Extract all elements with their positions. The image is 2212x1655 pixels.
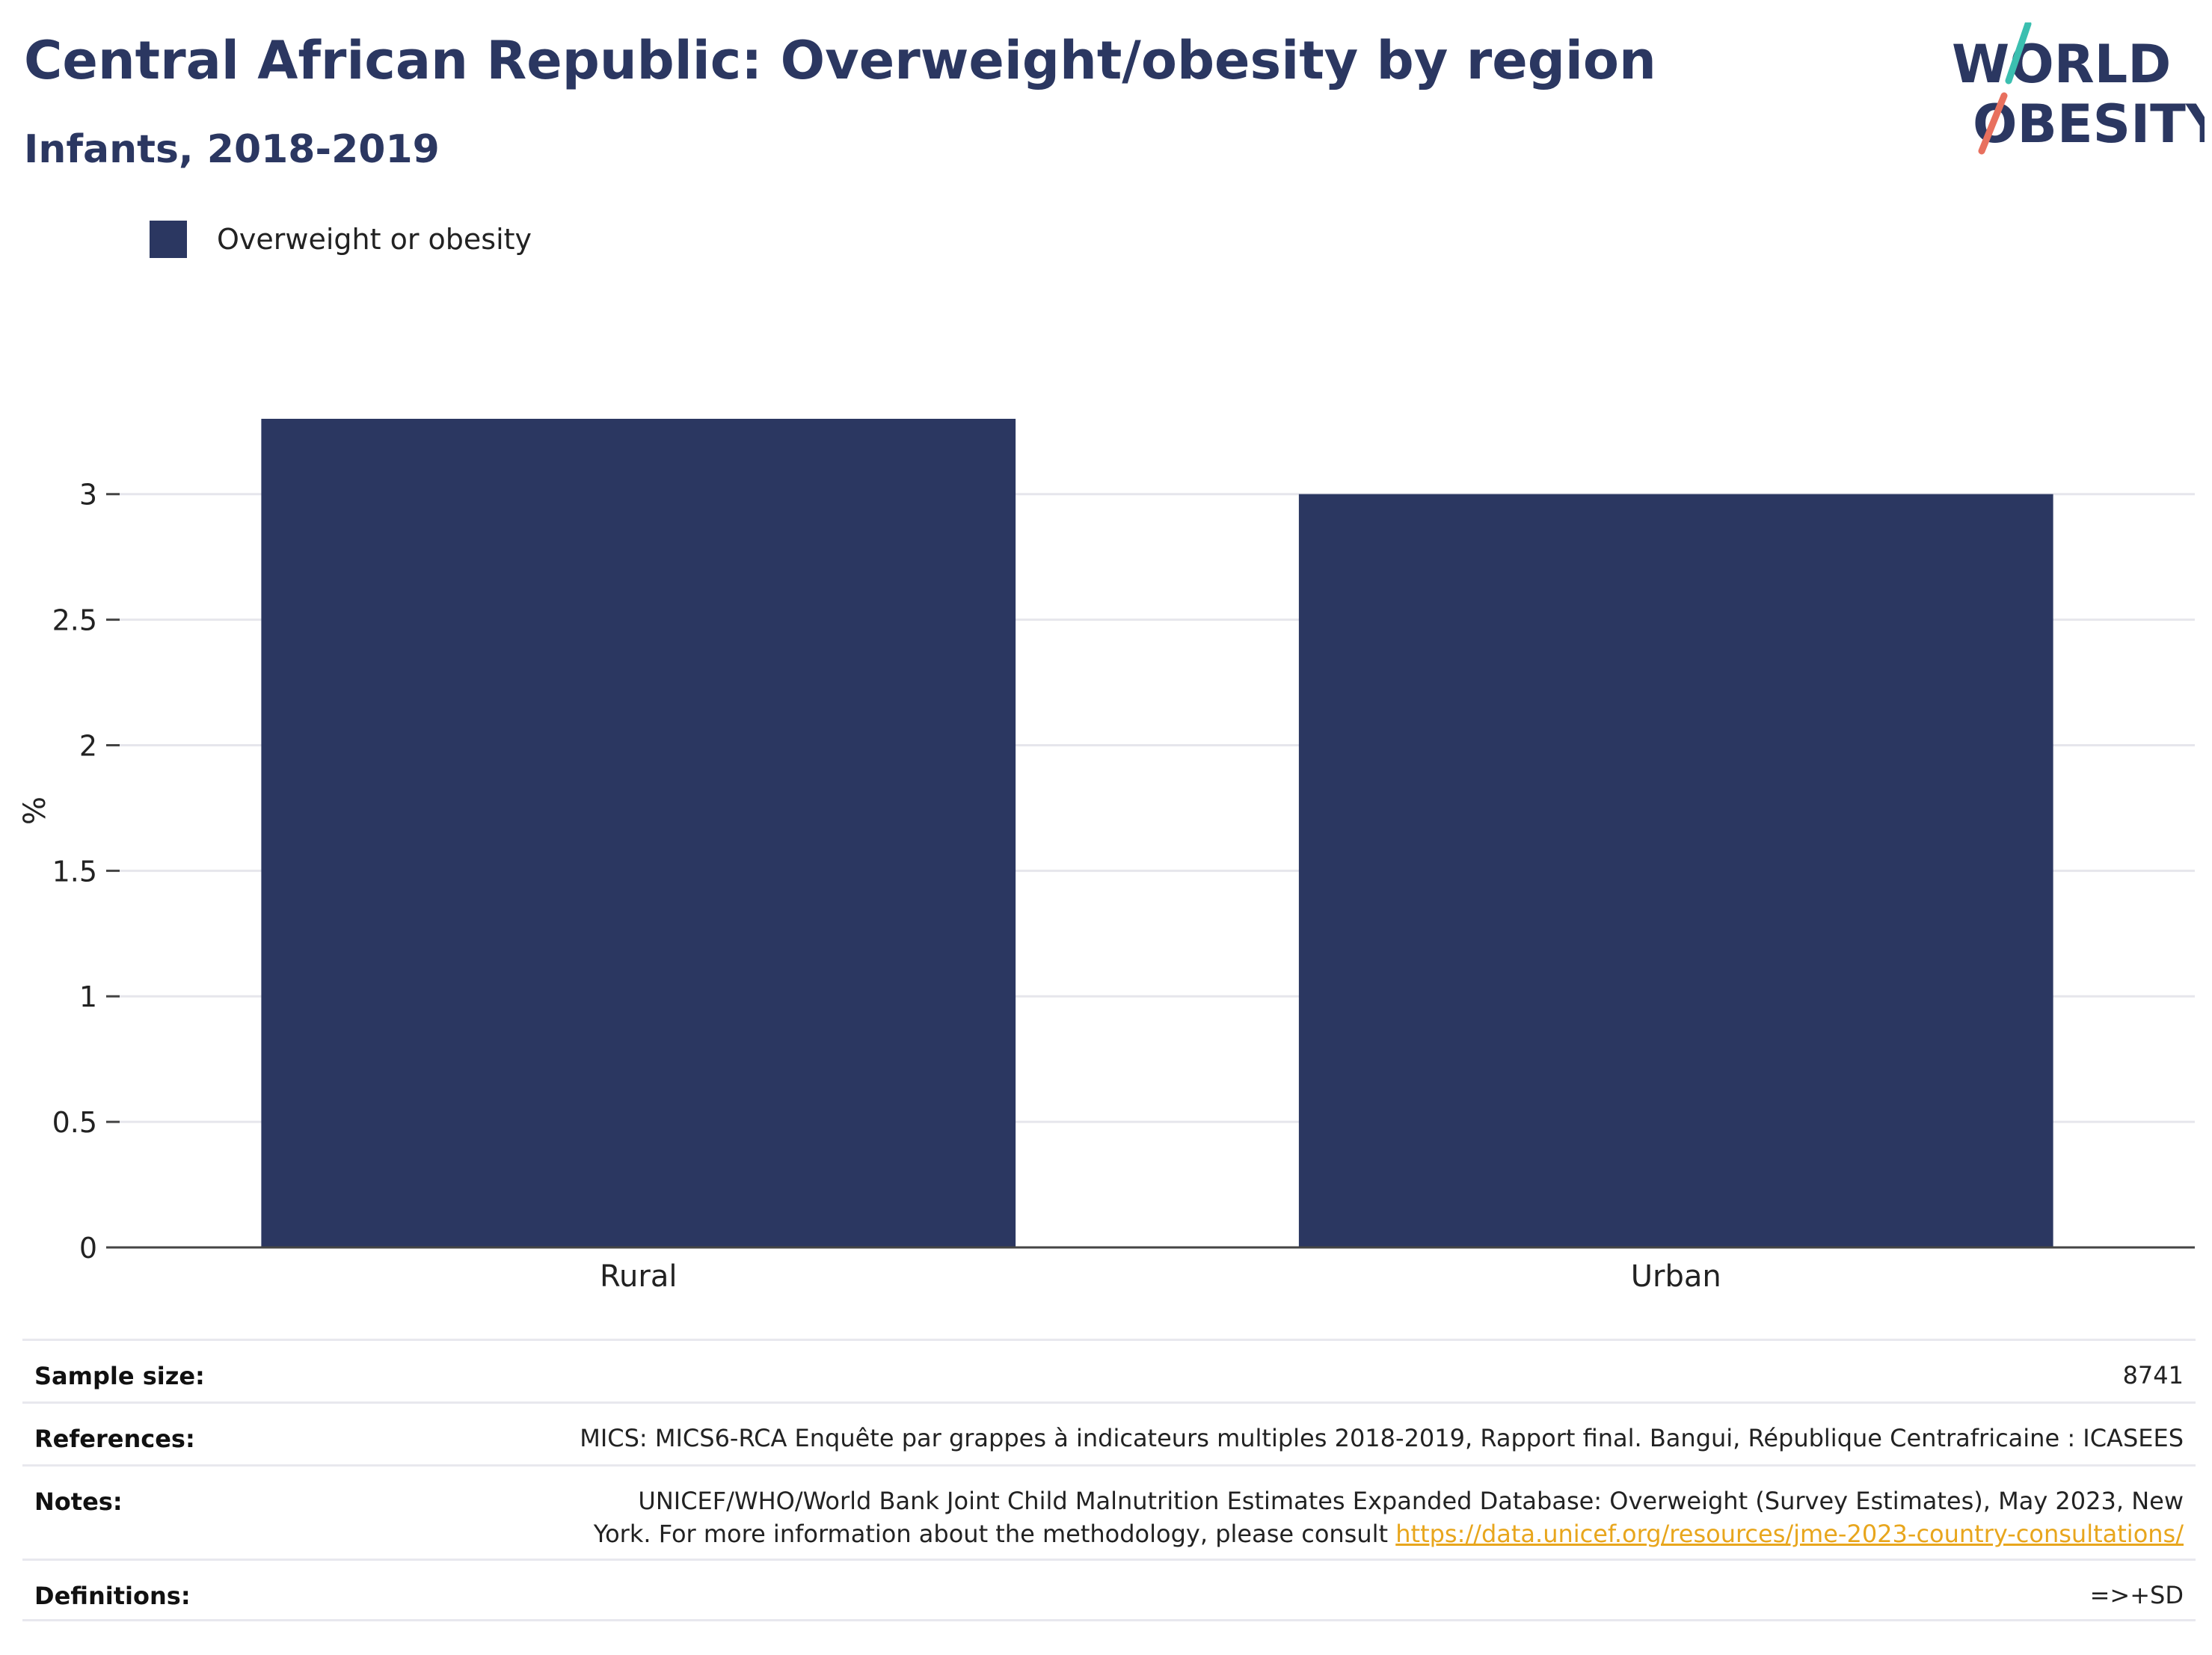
methodology-link[interactable]: https://data.unicef.org/resources/jme-20… [1395,1520,2184,1548]
x-tick-label-rural: Rural [600,1259,677,1294]
sample-size-row: Sample size: 8741 [22,1339,2196,1401]
legend-label: Overweight or obesity [217,223,532,256]
y-axis-ticks: 0 0.5 1 1.5 2 2.5 3 [52,479,120,1265]
logo-obesity-text: OBESITY [1973,93,2205,155]
info-table: Sample size: 8741 References: MICS: MICS… [22,1339,2196,1621]
world-obesity-logo: WORLD OBESITY [1952,22,2205,155]
references-label: References: [34,1425,195,1453]
logo-teal-slash [2005,22,2032,85]
y-tick-label: 3 [79,479,97,512]
sample-size-label: Sample size: [34,1362,205,1390]
bar-rural [261,419,1016,1247]
y-tick-label: 1.5 [52,855,97,888]
bar-urban [1298,494,2053,1247]
y-axis-label: % [18,796,52,825]
chart-title: Central African Republic: Overweight/obe… [24,30,1656,91]
y-tick-label: 1 [79,980,97,1013]
chart-subtitle: Infants, 2018-2019 [24,127,440,172]
x-tick-label-urban: Urban [1631,1259,1721,1294]
y-tick-label: 2.5 [52,604,97,637]
definitions-row: Definitions: =>+SD [22,1559,2196,1621]
legend-swatch [150,221,187,258]
notes-text-line1: UNICEF/WHO/World Bank Joint Child Malnut… [638,1487,2184,1515]
bars [261,419,2053,1247]
y-tick-label: 0 [79,1232,97,1265]
notes-row: Notes: UNICEF/WHO/World Bank Joint Child… [22,1464,2196,1559]
definitions-label: Definitions: [34,1582,191,1610]
notes-value: UNICEF/WHO/World Bank Joint Child Malnut… [594,1484,2184,1550]
y-tick-label: 2 [79,729,97,762]
bar-chart: 0 0.5 1 1.5 2 2.5 3 Rural Urban % [18,419,2195,1294]
sample-size-value: 8741 [2122,1361,2184,1390]
y-tick-label: 0.5 [52,1106,97,1139]
references-value: MICS: MICS6-RCA Enquête par grappes à in… [580,1424,2184,1452]
x-axis-ticks: Rural Urban [600,1259,1721,1294]
notes-text-line2: York. For more information about the met… [593,1520,1396,1548]
logo-coral-slash [1978,92,2008,155]
notes-label: Notes: [34,1487,123,1516]
references-row: References: MICS: MICS6-RCA Enquête par … [22,1401,2196,1464]
definitions-value: =>+SD [2089,1581,2184,1609]
legend: Overweight or obesity [150,221,532,258]
logo-world-text: WORLD [1952,34,2171,95]
